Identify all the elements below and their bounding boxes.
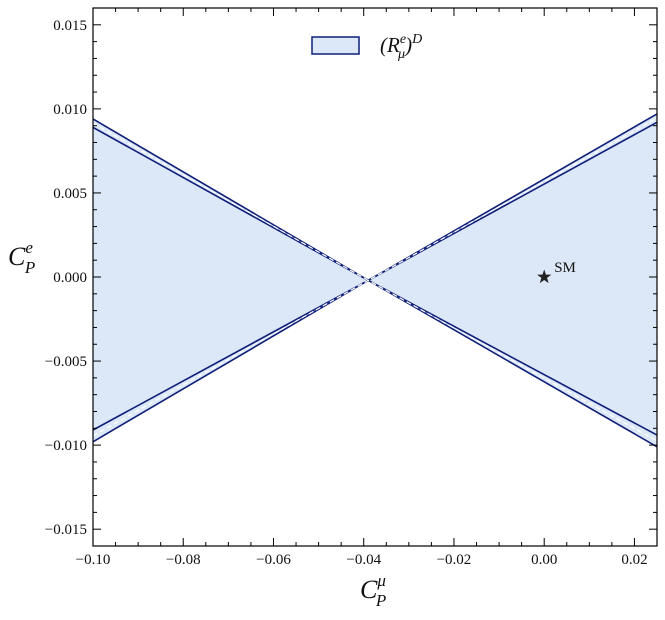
- point-marker: [537, 269, 552, 284]
- region-fill: [93, 113, 657, 447]
- legend-label: (Re μ)D: [380, 32, 422, 62]
- label-base: C: [360, 575, 378, 604]
- legend-sup: D: [411, 32, 422, 47]
- x-tick-label: −0.04: [346, 552, 381, 568]
- x-tick-label: 0.00: [531, 552, 557, 568]
- label-sup: μ: [376, 571, 386, 590]
- x-tick-label: −0.10: [76, 552, 111, 568]
- point-label: SM: [554, 260, 576, 276]
- y-tick-label: 0.015: [53, 18, 87, 34]
- label-sub: P: [24, 258, 35, 277]
- y-axis-label: Ce P: [8, 238, 35, 277]
- legend-close: ): [404, 33, 412, 57]
- y-tick-label: −0.015: [45, 522, 87, 538]
- x-tick-label: −0.06: [256, 552, 291, 568]
- legend-open: (R: [380, 33, 400, 57]
- y-tick-label: −0.010: [45, 438, 87, 454]
- legend-swatch: [311, 36, 360, 55]
- label-sub: P: [375, 591, 386, 610]
- boundary-line: [92, 279, 658, 442]
- y-tick-label: 0.000: [53, 270, 87, 286]
- legend-sub: μ: [397, 47, 405, 62]
- label-sup: e: [25, 238, 33, 257]
- y-tick-label: 0.005: [53, 186, 87, 202]
- label-base: C: [8, 242, 26, 271]
- x-axis-label: Cμ P: [360, 571, 386, 610]
- x-tick-label: −0.08: [166, 552, 201, 568]
- x-tick-label: −0.02: [437, 552, 472, 568]
- y-tick-label: −0.005: [45, 354, 87, 370]
- legend-sup: e: [400, 32, 406, 47]
- x-tick-label: 0.02: [621, 552, 647, 568]
- y-tick-label: 0.010: [53, 102, 87, 118]
- plot-area: SM −0.10 −0.08 −0.06 −0.04 −0.02 0.00 0.02 −0.01…: [45, 7, 658, 568]
